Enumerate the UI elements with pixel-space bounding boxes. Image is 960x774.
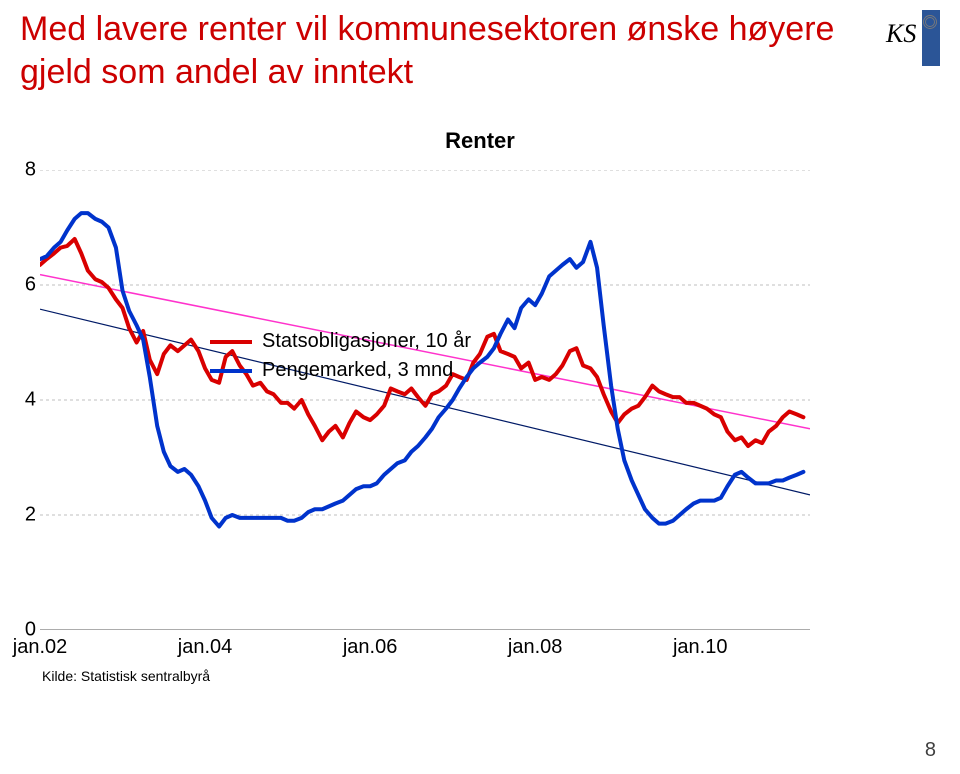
legend-item: Pengemarked, 3 mnd [210, 359, 471, 382]
legend-label: Statsobligasjoner, 10 år [262, 330, 471, 353]
y-axis-label: 2 [16, 504, 36, 527]
y-axis-label: 4 [16, 389, 36, 412]
y-axis-label: 6 [16, 274, 36, 297]
chart-title: Renter [0, 128, 960, 154]
source-label: Kilde: Statistisk sentralbyrå [42, 668, 210, 684]
legend-swatch [210, 340, 252, 344]
x-axis-label: jan.04 [178, 636, 233, 659]
ks-logo: KS [884, 10, 940, 66]
ks-logo-text: KS [885, 19, 916, 48]
slide-title: Med lavere renter vil kommunesektoren øn… [20, 8, 840, 93]
x-axis-label: jan.08 [508, 636, 563, 659]
legend-label: Pengemarked, 3 mnd [262, 359, 453, 382]
x-axis-label: jan.06 [343, 636, 398, 659]
legend-item: Statsobligasjoner, 10 år [210, 330, 471, 353]
y-axis-label: 8 [16, 159, 36, 182]
chart-legend: Statsobligasjoner, 10 år Pengemarked, 3 m… [210, 330, 471, 388]
page-number: 8 [925, 739, 936, 762]
slide: Med lavere renter vil kommunesektoren øn… [0, 0, 960, 774]
x-axis-label: jan.02 [13, 636, 68, 659]
legend-swatch [210, 369, 252, 373]
chart-area: Statsobligasjoner, 10 år Pengemarked, 3 m… [40, 170, 810, 630]
x-axis-label: jan.10 [673, 636, 728, 659]
chart-svg [40, 170, 810, 630]
